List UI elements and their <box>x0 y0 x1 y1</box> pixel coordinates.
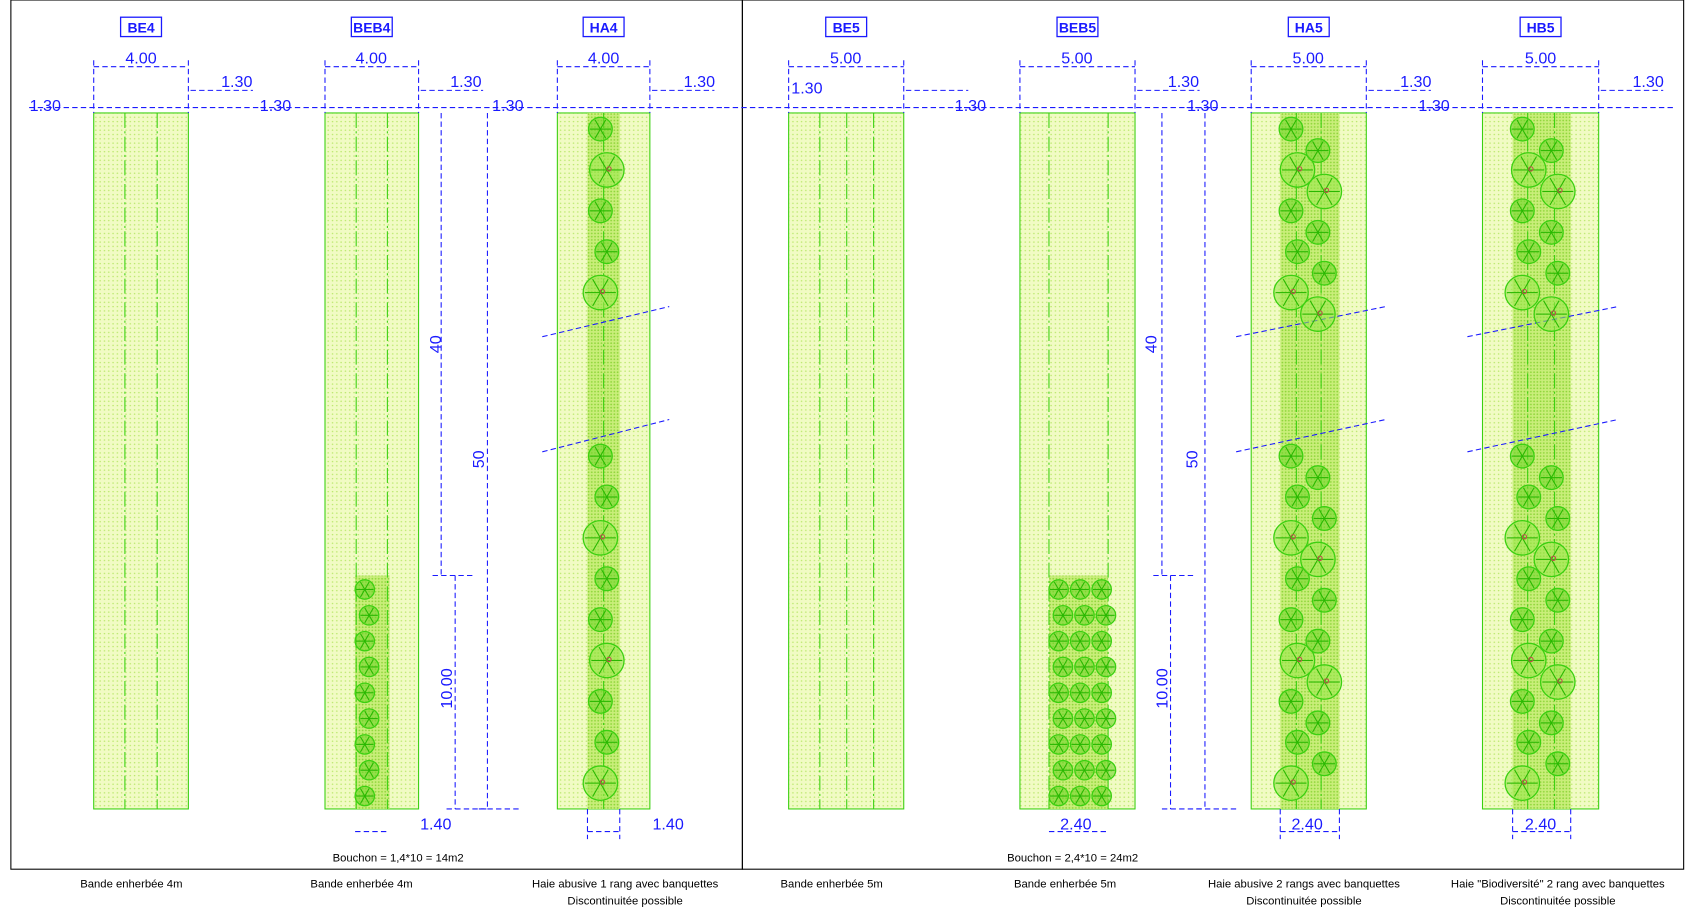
caption: Discontinuitée possible <box>567 896 682 908</box>
panel-title: BE5 <box>833 19 860 35</box>
panel-title: BE4 <box>127 19 154 35</box>
caption: Haie abusive 1 rang avec banquettes <box>532 878 719 890</box>
dimension-label: 4.00 <box>125 49 156 67</box>
dimension-label: 1.30 <box>1187 97 1218 115</box>
dimension-label: 1.30 <box>30 97 61 115</box>
panel-title: BEB4 <box>353 19 390 35</box>
panel-title: BEB5 <box>1059 19 1096 35</box>
dimension-label: 2.40 <box>1060 815 1091 833</box>
caption: Discontinuitée possible <box>1246 896 1361 908</box>
caption: Bande enherbée 5m <box>781 878 883 890</box>
caption: Bande enherbée 5m <box>1014 878 1116 890</box>
dimension-label: 4.00 <box>356 49 387 67</box>
dimension-label: 50 <box>1183 450 1201 468</box>
dimension-label: 1.30 <box>791 80 822 98</box>
dimension-label: 50 <box>470 450 488 468</box>
dimension-label: 1.30 <box>1400 73 1431 91</box>
dimension-label: 1.30 <box>450 73 481 91</box>
dimension-label: 4.00 <box>588 49 619 67</box>
caption: Bande enherbée 4m <box>80 878 182 890</box>
dimension-label: 5.00 <box>1293 49 1324 67</box>
dimension-label: 5.00 <box>1525 49 1556 67</box>
dimension-label: 2.40 <box>1525 815 1556 833</box>
dimension-label: 10.00 <box>1153 668 1171 708</box>
dimension-label: 1.40 <box>420 815 451 833</box>
caption: Discontinuitée possible <box>1500 896 1615 908</box>
dimension-label: 1.30 <box>1418 97 1449 115</box>
caption: Haie "Biodiversité" 2 rang avec banquett… <box>1451 878 1665 890</box>
dimension-label: 5.00 <box>830 49 861 67</box>
dimension-label: 1.30 <box>492 97 523 115</box>
dimension-label: 10.00 <box>438 668 456 708</box>
panel-title: HA4 <box>590 19 618 35</box>
dimension-label: 1.30 <box>1632 73 1663 91</box>
caption: Haie abusive 2 rangs avec banquettes <box>1208 878 1400 890</box>
dimension-label: 2.40 <box>1291 815 1322 833</box>
caption: Bande enherbée 4m <box>310 878 412 890</box>
dimension-label: 1.30 <box>221 73 252 91</box>
dimension-label: 1.30 <box>1168 73 1199 91</box>
note: Bouchon = 2,4*10 = 24m2 <box>1007 853 1138 865</box>
dimension-label: 5.00 <box>1061 49 1092 67</box>
page: Bouchon = 1,4*10 = 14m2 Bouchon = 2,4*10… <box>0 0 1687 909</box>
panel-title: HA5 <box>1295 19 1323 35</box>
dimension-label: 1.30 <box>260 97 291 115</box>
drawing: Bouchon = 1,4*10 = 14m2 Bouchon = 2,4*10… <box>0 0 1687 909</box>
dimension-label: 40 <box>427 335 445 353</box>
dimension-label: 1.40 <box>652 815 683 833</box>
dimension-label: 40 <box>1143 335 1161 353</box>
dimension-label: 1.30 <box>684 73 715 91</box>
grass-strip <box>94 113 189 809</box>
panel-title: HB5 <box>1527 19 1555 35</box>
dimension-label: 1.30 <box>955 97 986 115</box>
note: Bouchon = 1,4*10 = 14m2 <box>333 853 464 865</box>
